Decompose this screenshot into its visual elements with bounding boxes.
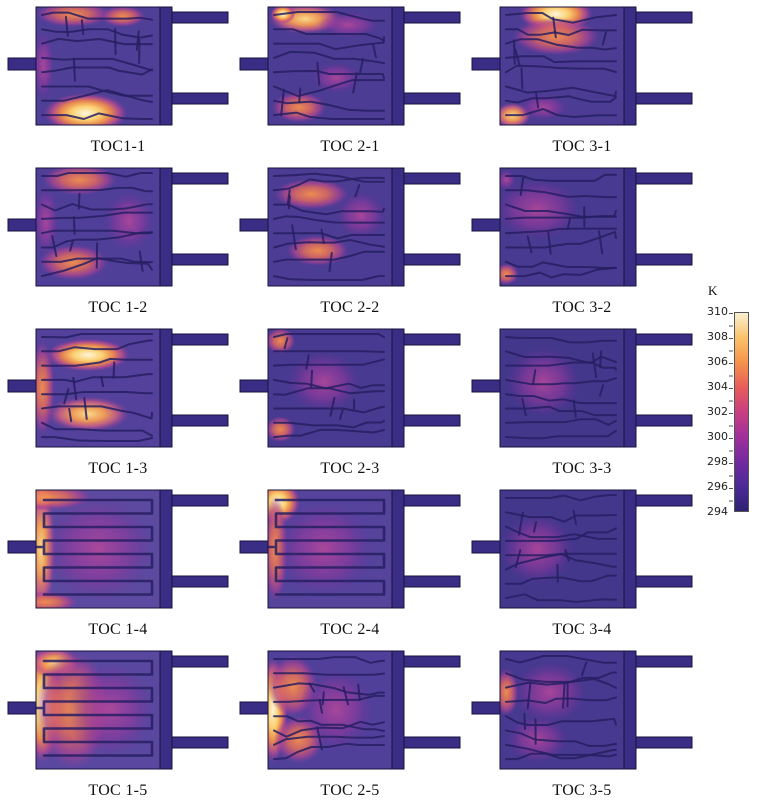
colorbar-ticks: 310 308 306 304 302 300 298 296 294: [698, 306, 728, 518]
heatmap-canvas: [239, 167, 461, 287]
colorbar-unit-label: K: [708, 283, 718, 298]
heatmap-panel: TOC1-1: [2, 0, 234, 161]
heatmap-canvas: [471, 650, 693, 770]
heatmap-canvas: [471, 328, 693, 448]
panel-label: TOC 2-3: [320, 460, 380, 477]
heatmap-canvas: [239, 6, 461, 126]
heatmap-canvas: [7, 6, 229, 126]
heatmap-panel: TOC 1-4: [2, 483, 234, 644]
heatmap-panel: TOC 3-2: [466, 161, 698, 322]
heatmap-panel: TOC 3-3: [466, 322, 698, 483]
heatmap-panel: TOC 3-4: [466, 483, 698, 644]
panel-label: TOC 2-1: [320, 138, 380, 155]
colorbar-tick: 296: [707, 480, 728, 493]
panel-label: TOC 1-3: [88, 460, 148, 477]
heatmap-canvas: [471, 6, 693, 126]
panel-label: TOC 3-1: [552, 138, 612, 155]
colorbar-tick: 310: [707, 305, 728, 318]
heatmap-canvas: [7, 489, 229, 609]
heatmap-panel: TOC 2-5: [234, 644, 466, 805]
heatmap-canvas: [239, 489, 461, 609]
panel-label: TOC 3-4: [552, 621, 612, 638]
heatmap-panel: TOC 3-5: [466, 644, 698, 805]
colorbar-body: 310 308 306 304 302 300 298 296 294: [698, 306, 756, 518]
colorbar-tick: 298: [707, 455, 728, 468]
panel-label: TOC 1-5: [88, 782, 148, 799]
heatmap-panel: TOC 1-5: [2, 644, 234, 805]
heatmap-panel: TOC 2-3: [234, 322, 466, 483]
heatmap-canvas: [471, 489, 693, 609]
panel-label: TOC 3-5: [552, 782, 612, 799]
heatmap-canvas: [7, 167, 229, 287]
colorbar-tick: 306: [707, 355, 728, 368]
panel-label: TOC 1-2: [88, 299, 148, 316]
heatmap-canvas: [471, 167, 693, 287]
heatmap-panel: TOC 2-2: [234, 161, 466, 322]
panel-label: TOC1-1: [90, 138, 146, 155]
panel-label: TOC 3-3: [552, 460, 612, 477]
panel-label: TOC 1-4: [88, 621, 148, 638]
figure-grid: TOC1-1 TOC 2-1 TOC 3-1 TOC 1-2 TOC 2-2 T…: [2, 0, 698, 805]
heatmap-canvas: [239, 328, 461, 448]
heatmap-canvas: [7, 650, 229, 770]
panel-label: TOC 2-4: [320, 621, 380, 638]
panel-label: TOC 2-5: [320, 782, 380, 799]
colorbar-tick: 294: [707, 505, 728, 518]
panel-label: TOC 2-2: [320, 299, 380, 316]
heatmap-panel: TOC 2-1: [234, 0, 466, 161]
colorbar-tick: 300: [707, 430, 728, 443]
heatmap-panel: TOC 1-3: [2, 322, 234, 483]
heatmap-panel: TOC 3-1: [466, 0, 698, 161]
colorbar: K 310 308 306 304 302 300 298 296 294: [698, 283, 756, 518]
colorbar-tick: 302: [707, 405, 728, 418]
heatmap-canvas: [7, 328, 229, 448]
colorbar-tick: 308: [707, 330, 728, 343]
colorbar-tick: 304: [707, 380, 728, 393]
panel-label: TOC 3-2: [552, 299, 612, 316]
colorbar-gradient: [729, 312, 749, 512]
heatmap-panel: TOC 1-2: [2, 161, 234, 322]
heatmap-canvas: [239, 650, 461, 770]
heatmap-panel: TOC 2-4: [234, 483, 466, 644]
